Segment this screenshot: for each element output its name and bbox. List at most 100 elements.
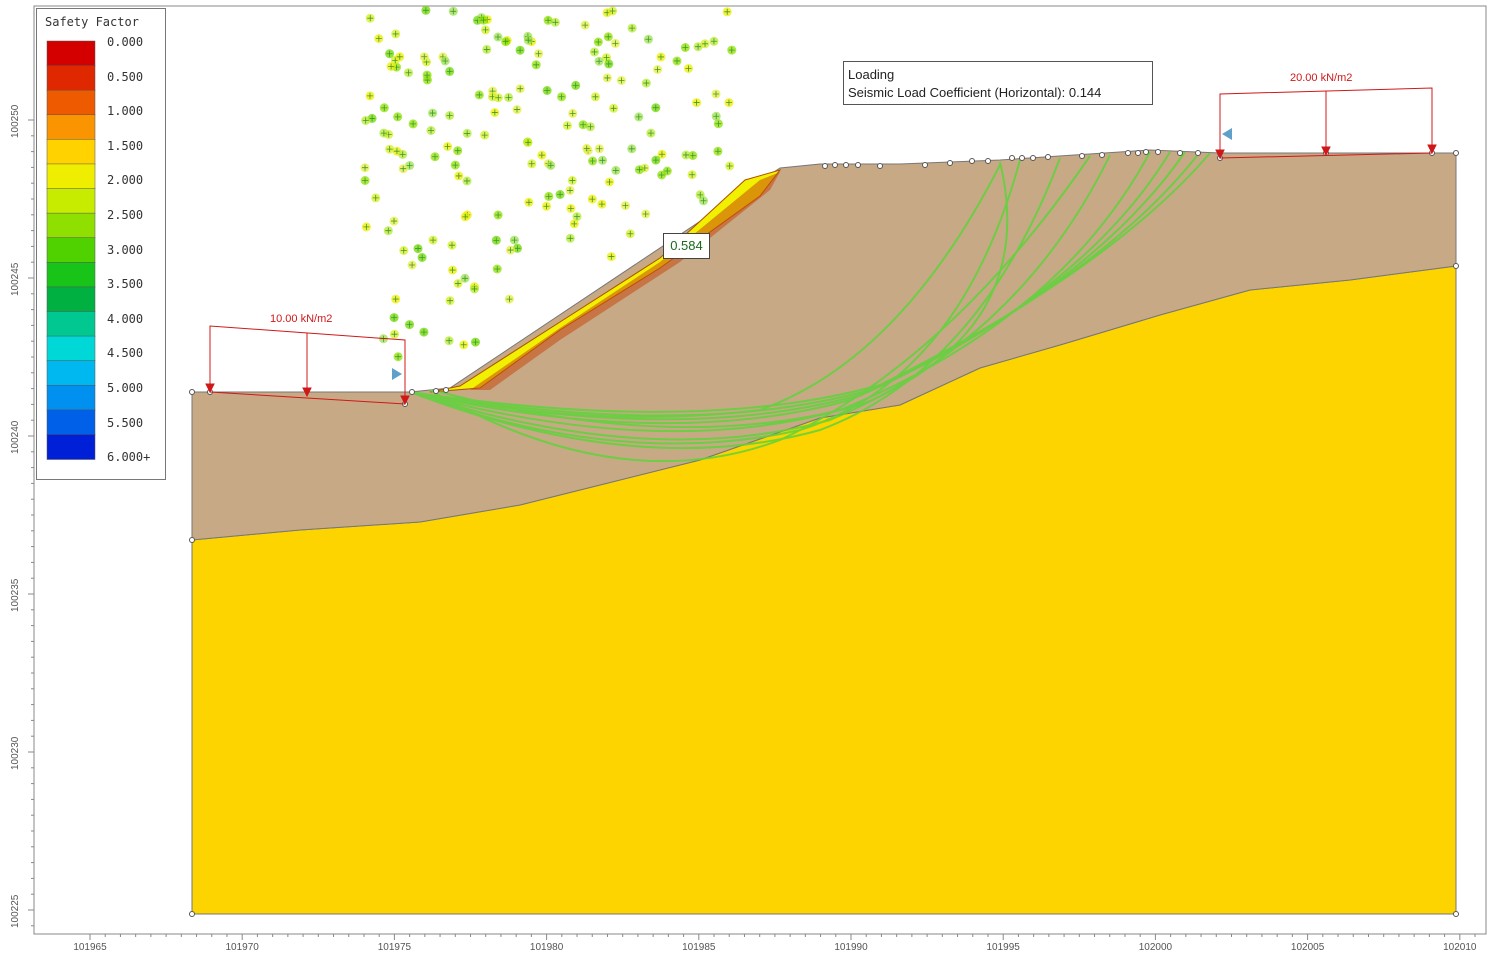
boundary-vertex[interactable] bbox=[832, 162, 838, 168]
upper-soil-region[interactable] bbox=[191, 149, 1457, 541]
slip-center-cross bbox=[582, 22, 589, 29]
slip-center-cross bbox=[612, 40, 619, 47]
slip-center-cross bbox=[606, 178, 613, 185]
slope-limit-right-icon[interactable] bbox=[1222, 128, 1232, 140]
boundary-vertex[interactable] bbox=[855, 162, 861, 168]
slip-center-cross bbox=[421, 53, 428, 60]
slip-center-cross bbox=[695, 43, 702, 50]
slip-center-grid[interactable] bbox=[360, 5, 737, 362]
boundary-vertex[interactable] bbox=[433, 388, 439, 394]
boundary-vertex[interactable] bbox=[947, 160, 953, 166]
slip-center-cross bbox=[422, 7, 429, 14]
slip-center-cross bbox=[673, 57, 680, 64]
slip-center-cross bbox=[462, 213, 469, 220]
legend-swatch bbox=[46, 89, 96, 116]
legend-swatch bbox=[46, 139, 96, 165]
slip-surfaces[interactable] bbox=[409, 151, 1211, 463]
slip-center-cross bbox=[528, 160, 535, 167]
boundary-vertex[interactable] bbox=[1453, 150, 1459, 156]
slip-center-cross bbox=[629, 25, 636, 32]
legend-swatch bbox=[46, 286, 96, 313]
slip-center-cross bbox=[685, 65, 692, 72]
slip-center-cross bbox=[636, 166, 643, 173]
slip-center-cross bbox=[472, 339, 479, 346]
slip-center-cross bbox=[571, 220, 578, 227]
slip-center-cross bbox=[710, 38, 717, 45]
slip-center-cross bbox=[545, 17, 552, 24]
boundary-vertex[interactable] bbox=[189, 389, 195, 395]
legend-value: 3.500 bbox=[107, 277, 144, 292]
loading-info-box[interactable]: Loading Seismic Load Coefficient (Horizo… bbox=[843, 61, 1153, 105]
slip-center-cross bbox=[464, 130, 471, 137]
slip-center-cross bbox=[595, 39, 602, 46]
slip-center-cross bbox=[715, 120, 722, 127]
slip-center-cross bbox=[657, 53, 664, 60]
slip-center-cross bbox=[538, 152, 545, 159]
distributed-load-right[interactable] bbox=[1215, 87, 1437, 160]
y-tick-label: 100235 bbox=[10, 578, 21, 612]
slip-center-cross bbox=[587, 123, 594, 130]
distributed-load-left[interactable] bbox=[205, 325, 410, 406]
boundary-vertex[interactable] bbox=[1045, 154, 1051, 160]
load-label-right: 20.00 kN/m2 bbox=[1290, 72, 1353, 84]
slip-center-cross bbox=[448, 242, 455, 249]
boundary-vertex[interactable] bbox=[1453, 911, 1459, 917]
boundary-vertex[interactable] bbox=[189, 911, 195, 917]
slip-center-cross bbox=[583, 145, 590, 152]
boundary-vertex[interactable] bbox=[409, 389, 415, 395]
boundary-vertex[interactable] bbox=[1009, 155, 1015, 161]
legend-value: 0.000 bbox=[107, 35, 144, 49]
slip-center-cross bbox=[367, 15, 374, 22]
legend-swatch bbox=[46, 335, 96, 362]
boundary-vertex[interactable] bbox=[843, 162, 849, 168]
boundary-vertex[interactable] bbox=[969, 158, 975, 164]
boundary-vertex[interactable] bbox=[1195, 150, 1201, 156]
slip-center-cross bbox=[567, 187, 574, 194]
slope-limit-left-icon[interactable] bbox=[392, 368, 402, 380]
boundary-vertices[interactable] bbox=[189, 149, 1459, 917]
slip-center-cross bbox=[428, 127, 435, 134]
slip-center-cross bbox=[506, 296, 513, 303]
y-axis-ticks bbox=[28, 119, 34, 927]
slip-center-cross bbox=[424, 72, 431, 79]
slip-center-cross bbox=[430, 237, 437, 244]
boundary-vertex[interactable] bbox=[443, 387, 449, 393]
boundary-vertex[interactable] bbox=[1099, 152, 1105, 158]
slip-center-cross bbox=[446, 112, 453, 119]
boundary-vertex[interactable] bbox=[1079, 153, 1085, 159]
slip-center-cross bbox=[596, 58, 603, 65]
slip-center-cross bbox=[697, 191, 704, 198]
slip-center-cross bbox=[645, 36, 652, 43]
boundary-vertex[interactable] bbox=[1125, 150, 1131, 156]
slip-center-cross bbox=[395, 353, 402, 360]
boundary-vertex[interactable] bbox=[1019, 155, 1025, 161]
boundary-vertex[interactable] bbox=[1030, 155, 1036, 161]
slip-center-cross bbox=[572, 82, 579, 89]
boundary-vertex[interactable] bbox=[922, 162, 928, 168]
boundary-vertex[interactable] bbox=[1135, 150, 1141, 156]
slip-center-cross bbox=[682, 44, 689, 51]
boundary-vertex[interactable] bbox=[189, 537, 195, 543]
legend-value: 2.500 bbox=[107, 208, 144, 222]
boundary-vertex[interactable] bbox=[985, 158, 991, 164]
boundary-vertex[interactable] bbox=[822, 163, 828, 169]
boundary-vertex[interactable] bbox=[1143, 149, 1149, 155]
minimum-safety-factor-label[interactable]: 0.584 bbox=[663, 233, 710, 259]
boundary-vertex[interactable] bbox=[1177, 150, 1183, 156]
legend-value: 5.000 bbox=[107, 381, 144, 395]
boundary-vertex[interactable] bbox=[877, 163, 883, 169]
legend-swatch bbox=[46, 65, 96, 91]
boundary-vertex[interactable] bbox=[1155, 149, 1161, 155]
slip-center-cross bbox=[664, 168, 671, 175]
x-tick-label: 101970 bbox=[225, 942, 259, 953]
x-tick-label: 101985 bbox=[682, 942, 716, 953]
slip-center-cross bbox=[380, 130, 387, 137]
slip-center-cross bbox=[533, 61, 540, 68]
legend-value: 4.500 bbox=[107, 346, 144, 361]
slip-center-cross bbox=[608, 253, 615, 260]
boundary-vertex[interactable] bbox=[1453, 263, 1459, 269]
slip-center-cross bbox=[567, 205, 574, 212]
legend-value: 3.000 bbox=[107, 242, 144, 257]
